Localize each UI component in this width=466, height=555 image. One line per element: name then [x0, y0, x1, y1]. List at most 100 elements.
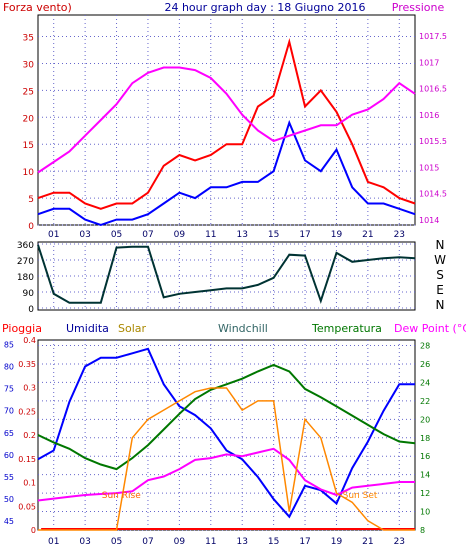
hour-tick-label: 21 — [362, 230, 373, 240]
wind-hour-ticks: 01 03 05 07 09 11 13 15 17 19 21 23 — [48, 230, 405, 240]
hour-tick-label: 17 — [299, 537, 310, 547]
hour-tick-label: 15 — [268, 537, 279, 547]
series-label: Windchill — [218, 322, 268, 335]
pressure-tick-label: 1017.5 — [419, 32, 447, 41]
rain-tick-label: 0 — [31, 526, 36, 535]
temperature-ticks: 8 10 12 14 16 18 20 22 24 26 28 — [420, 342, 430, 535]
hour-tick-label: 03 — [79, 230, 90, 240]
temp-hour-ticks: 01 03 05 07 09 11 13 15 17 19 21 23 — [48, 537, 405, 547]
temperature-tick-label: 14 — [420, 471, 430, 480]
wind-tick-label: 15 — [23, 141, 34, 151]
hour-tick-label: 23 — [394, 230, 405, 240]
rain-ticks: 0 0.05 0.1 0.15 0.2 0.25 0.3 0.35 0.4 — [18, 336, 36, 535]
hour-tick-label: 07 — [142, 537, 153, 547]
wind-tick-label: 0 — [28, 222, 34, 232]
rain-tick-label: 0.1 — [23, 479, 36, 488]
pressure-tick-label: 1016.5 — [419, 85, 447, 94]
wind-tick-label: 35 — [23, 34, 34, 44]
temperature-tick-label: 20 — [420, 415, 430, 424]
temperature-tick-label: 10 — [420, 508, 430, 517]
rain-tick-label: 0.35 — [18, 360, 36, 369]
series-label: Pioggia — [2, 322, 42, 335]
pressure-axis-label: Pressione — [392, 1, 445, 14]
hour-tick-label: 01 — [48, 537, 59, 547]
temperature-tick-label: 28 — [420, 342, 430, 351]
compass-label: W — [434, 253, 446, 267]
temp-series — [37, 347, 416, 531]
hour-tick-label: 05 — [111, 230, 122, 240]
compass-label: N — [436, 298, 445, 312]
hour-tick-label: 11 — [205, 537, 216, 547]
temperature-tick-label: 16 — [420, 452, 430, 461]
rain-tick-label: 0.05 — [18, 502, 36, 511]
hour-tick-label: 21 — [362, 537, 373, 547]
series-avg — [37, 119, 416, 227]
hour-tick-label: 03 — [79, 537, 90, 547]
direction-series — [37, 244, 416, 305]
sun-annotations: Sun Rise Sun Set — [102, 491, 378, 501]
series-label: Umidita — [66, 322, 109, 335]
series-label: Solar — [118, 322, 147, 335]
hour-tick-label: 09 — [174, 230, 186, 240]
compass-label: E — [436, 283, 444, 297]
hour-tick-label: 11 — [205, 230, 216, 240]
compass-label: S — [436, 268, 444, 282]
humidity-tick-label: 45 — [4, 517, 14, 526]
direction-ticks: 360 270 180 90 0 — [17, 241, 34, 315]
hour-tick-label: 15 — [268, 230, 279, 240]
hour-tick-label: 05 — [111, 537, 122, 547]
series-forza-vento — [37, 38, 416, 210]
series-labels: Pioggia Umidita Solar Windchill Temperatura D… — [2, 322, 466, 335]
temperature-tick-label: 8 — [420, 526, 425, 535]
hour-tick-label: 23 — [394, 537, 405, 547]
hour-tick-label: 19 — [331, 230, 343, 240]
sun-rise-label: Sun Rise — [102, 491, 141, 501]
series-pressione — [37, 66, 416, 174]
direction-plot-area — [37, 241, 416, 311]
wind-tick-label: 30 — [23, 60, 35, 70]
humidity-ticks: 45 50 55 60 65 70 75 80 85 — [4, 340, 14, 526]
humidity-tick-label: 85 — [4, 340, 14, 349]
pressure-tick-label: 1016 — [419, 111, 439, 120]
pressure-tick-label: 1017 — [419, 58, 439, 67]
wind-axis-label: Forza vento) — [3, 1, 72, 14]
humidity-tick-label: 70 — [4, 407, 14, 416]
series-label: Temperatura — [311, 322, 382, 335]
humidity-tick-label: 60 — [4, 451, 14, 460]
direction-tick-label: 270 — [17, 257, 34, 267]
direction-tick-label: 360 — [17, 241, 34, 251]
humidity-tick-label: 65 — [4, 429, 14, 438]
wind-tick-label: 20 — [23, 114, 35, 124]
pressure-tick-label: 1015 — [419, 163, 439, 172]
pressure-tick-label: 1014.5 — [419, 190, 447, 199]
pressure-tick-label: 1014 — [419, 216, 439, 225]
rain-tick-label: 0.2 — [23, 431, 36, 440]
temperature-tick-label: 24 — [420, 378, 430, 387]
temperature-tick-label: 18 — [420, 434, 430, 443]
wind-tick-label: 5 — [28, 195, 34, 205]
series-label: Dew Point (°C) — [394, 322, 466, 335]
series-dew-point — [37, 447, 415, 502]
rain-tick-label: 0.25 — [18, 407, 36, 416]
pressure-tick-label: 1015.5 — [419, 137, 447, 146]
sun-set-label: Sun Set — [343, 491, 378, 501]
hour-tick-label: 13 — [236, 537, 247, 547]
humidity-tick-label: 75 — [4, 385, 14, 394]
pressure-right-ticks: 1014 1014.5 1015 1015.5 1016 1016.5 1017 1017.5 — [419, 32, 447, 225]
series-solar — [38, 387, 415, 531]
hour-tick-label: 17 — [299, 230, 310, 240]
direction-grid — [38, 242, 415, 310]
temperature-tick-label: 12 — [420, 489, 430, 498]
wind-tick-label: 25 — [23, 87, 34, 97]
rain-tick-label: 0.15 — [18, 455, 36, 464]
series-direction — [37, 244, 416, 305]
wind-tick-label: 10 — [23, 168, 35, 178]
direction-tick-label: 180 — [17, 273, 34, 283]
temp-plot-area — [37, 339, 416, 531]
humidity-temperature-panel: 0 0.05 0.1 0.15 0.2 0.25 0.3 0.35 0.4 45 50 55 60 65… — [2, 322, 466, 547]
rain-tick-label: 0.3 — [23, 384, 36, 393]
direction-tick-label: 0 — [28, 305, 34, 315]
